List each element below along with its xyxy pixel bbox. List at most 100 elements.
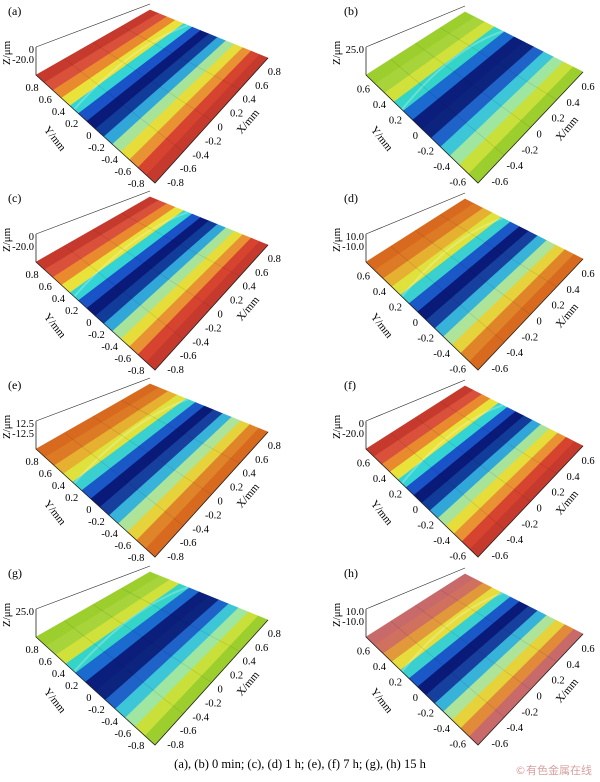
y-tick-label: -0.2 bbox=[417, 520, 434, 531]
y-tick-label: 0 bbox=[413, 693, 418, 704]
surface-line bbox=[64, 245, 184, 340]
panel-label: (e) bbox=[8, 378, 22, 392]
x-tick-label: -0.8 bbox=[167, 740, 184, 751]
x-tick-label: 0 bbox=[218, 310, 223, 321]
x-tick-label: 0.2 bbox=[552, 301, 565, 312]
panel-label: (g) bbox=[8, 566, 22, 580]
x-tick-label: 0.6 bbox=[582, 456, 595, 467]
z-axis-label: Z/μm bbox=[331, 40, 343, 65]
x-tick-label: -0.6 bbox=[180, 164, 197, 175]
surface-line bbox=[121, 399, 240, 464]
y-tick-label: -0.2 bbox=[417, 333, 434, 344]
y-tick-label: -0.8 bbox=[128, 741, 145, 752]
z-tick-label: -10.0 bbox=[342, 242, 364, 253]
y-tick-label: 0.8 bbox=[25, 270, 38, 281]
x-tick-label: 0.2 bbox=[552, 488, 565, 499]
x-tick-label: 0 bbox=[537, 504, 542, 515]
surface-line bbox=[415, 417, 531, 502]
surface-line bbox=[415, 230, 531, 315]
surface-line bbox=[64, 620, 184, 715]
axis-box bbox=[35, 619, 269, 746]
axis-box-top bbox=[365, 567, 466, 610]
surface-highlight bbox=[401, 30, 504, 111]
y-tick-label: 0.6 bbox=[357, 647, 370, 658]
x-tick-label: -0.6 bbox=[180, 726, 197, 737]
x-tick-label: 0 bbox=[537, 692, 542, 703]
y-tick-label: -0.4 bbox=[433, 724, 450, 735]
watermark: ©有色金属在线 bbox=[515, 764, 592, 777]
x-tick-label: -0.2 bbox=[522, 145, 539, 156]
z-tick-label: 25.0 bbox=[346, 45, 364, 56]
surface-plot: 0-20.0Z/μm0.80.60.40.20-0.2-0.4-0.6-0.8Y… bbox=[1, 190, 281, 377]
panel-label: (f) bbox=[344, 378, 356, 392]
x-tick-label: -0.4 bbox=[507, 723, 524, 734]
y-tick-label: 0 bbox=[413, 505, 418, 516]
surface-plot: 25.0Z/μm0.80.60.40.20-0.2-0.4-0.6-0.8Y/m… bbox=[1, 565, 281, 752]
surface-line bbox=[92, 604, 212, 683]
y-tick-label: -0.2 bbox=[417, 146, 434, 157]
x-tick-label: 0 bbox=[218, 685, 223, 696]
x-tick-label: 0.2 bbox=[552, 114, 565, 125]
z-axis-label: Z/μm bbox=[1, 414, 13, 439]
panel-b: (b) 25.0 Z/μm 0.6 0.4 0.2 0 -0.2 -0.4 -0.6 Y/mm 0.6… bbox=[300, 0, 600, 190]
axis-box bbox=[365, 445, 584, 558]
y-tick-label: -0.2 bbox=[88, 330, 105, 341]
y-tick-label: 0.4 bbox=[52, 294, 66, 305]
x-tick-label: 0 bbox=[218, 497, 223, 508]
x-tick-label: 0.2 bbox=[230, 483, 243, 494]
surface-line bbox=[440, 214, 557, 288]
z-tick-label: 12.5 bbox=[16, 419, 34, 430]
surface-line bbox=[390, 432, 505, 530]
z-tick-label: -10.0 bbox=[342, 617, 364, 628]
y-tick-label: 0.8 bbox=[25, 645, 38, 656]
y-tick-label: -0.4 bbox=[433, 349, 450, 360]
axis-box-top bbox=[365, 5, 466, 48]
x-tick-label: -0.4 bbox=[507, 348, 524, 359]
y-tick-label: 0.2 bbox=[65, 493, 78, 504]
surface-line bbox=[92, 229, 212, 308]
y-tick-label: 0.2 bbox=[389, 678, 402, 689]
x-tick-label: -0.6 bbox=[492, 551, 509, 562]
y-tick-label: -0.4 bbox=[101, 717, 118, 728]
surface-plot: 0-20.0Z/μm0.80.60.40.20-0.2-0.4-0.6-0.8Y… bbox=[1, 3, 281, 190]
surface-line bbox=[121, 212, 240, 277]
surface-plot: 0-20.0Z/μm0.60.40.20-0.2-0.4-0.6Y/mm0.60… bbox=[331, 379, 595, 562]
surface-plot: 10.0-10.0Z/μm0.60.40.20-0.2-0.4-0.6Y/mm0… bbox=[331, 192, 595, 375]
surface-line bbox=[440, 27, 557, 101]
x-tick-label: -0.4 bbox=[192, 150, 209, 161]
panel-label: (c) bbox=[8, 191, 22, 205]
x-tick-label: 0.4 bbox=[567, 285, 581, 296]
y-tick-label: 0.4 bbox=[52, 669, 66, 680]
surface-line bbox=[64, 58, 184, 153]
x-tick-label: -0.4 bbox=[192, 712, 209, 723]
surface-highlight bbox=[73, 211, 189, 298]
z-axis-label: Z/μm bbox=[1, 40, 13, 65]
panel-label: (d) bbox=[344, 191, 358, 205]
panel-e: (e) 12.5 -12.5 Z/μm 0.8 0.6 0.4 0.2 0 -0.2 -0.4 -0.… bbox=[0, 374, 300, 564]
panel-label: (h) bbox=[344, 566, 358, 580]
x-tick-label: 0.4 bbox=[243, 95, 257, 106]
y-tick-label: 0.8 bbox=[25, 457, 38, 468]
x-tick-label: 0.6 bbox=[255, 268, 268, 279]
y-tick-label: 0.4 bbox=[373, 474, 387, 485]
surface-line bbox=[440, 401, 557, 475]
z-axis-label: Z/μm bbox=[1, 602, 13, 627]
z-tick-label: -20.0 bbox=[342, 429, 364, 440]
y-tick-label: 0.6 bbox=[357, 272, 370, 283]
surface-highlight bbox=[401, 592, 504, 673]
axis-box bbox=[365, 633, 584, 746]
y-tick-label: -0.4 bbox=[101, 155, 118, 166]
x-tick-label: -0.6 bbox=[492, 177, 509, 188]
y-tick-label: -0.6 bbox=[115, 167, 132, 178]
y-tick-label: 0 bbox=[413, 318, 418, 329]
y-tick-label: 0.2 bbox=[389, 490, 402, 501]
x-tick-label: 0.6 bbox=[582, 82, 595, 93]
x-tick-label: -0.2 bbox=[205, 698, 222, 709]
y-tick-label: 0 bbox=[413, 131, 418, 142]
x-tick-label: 0.6 bbox=[255, 81, 268, 92]
y-tick-label: 0.2 bbox=[65, 306, 78, 317]
y-axis-label: Y/mm bbox=[368, 498, 395, 528]
x-tick-label: 0.8 bbox=[268, 629, 281, 640]
x-tick-label: 0.6 bbox=[582, 269, 595, 280]
x-tick-label: -0.2 bbox=[205, 136, 222, 147]
